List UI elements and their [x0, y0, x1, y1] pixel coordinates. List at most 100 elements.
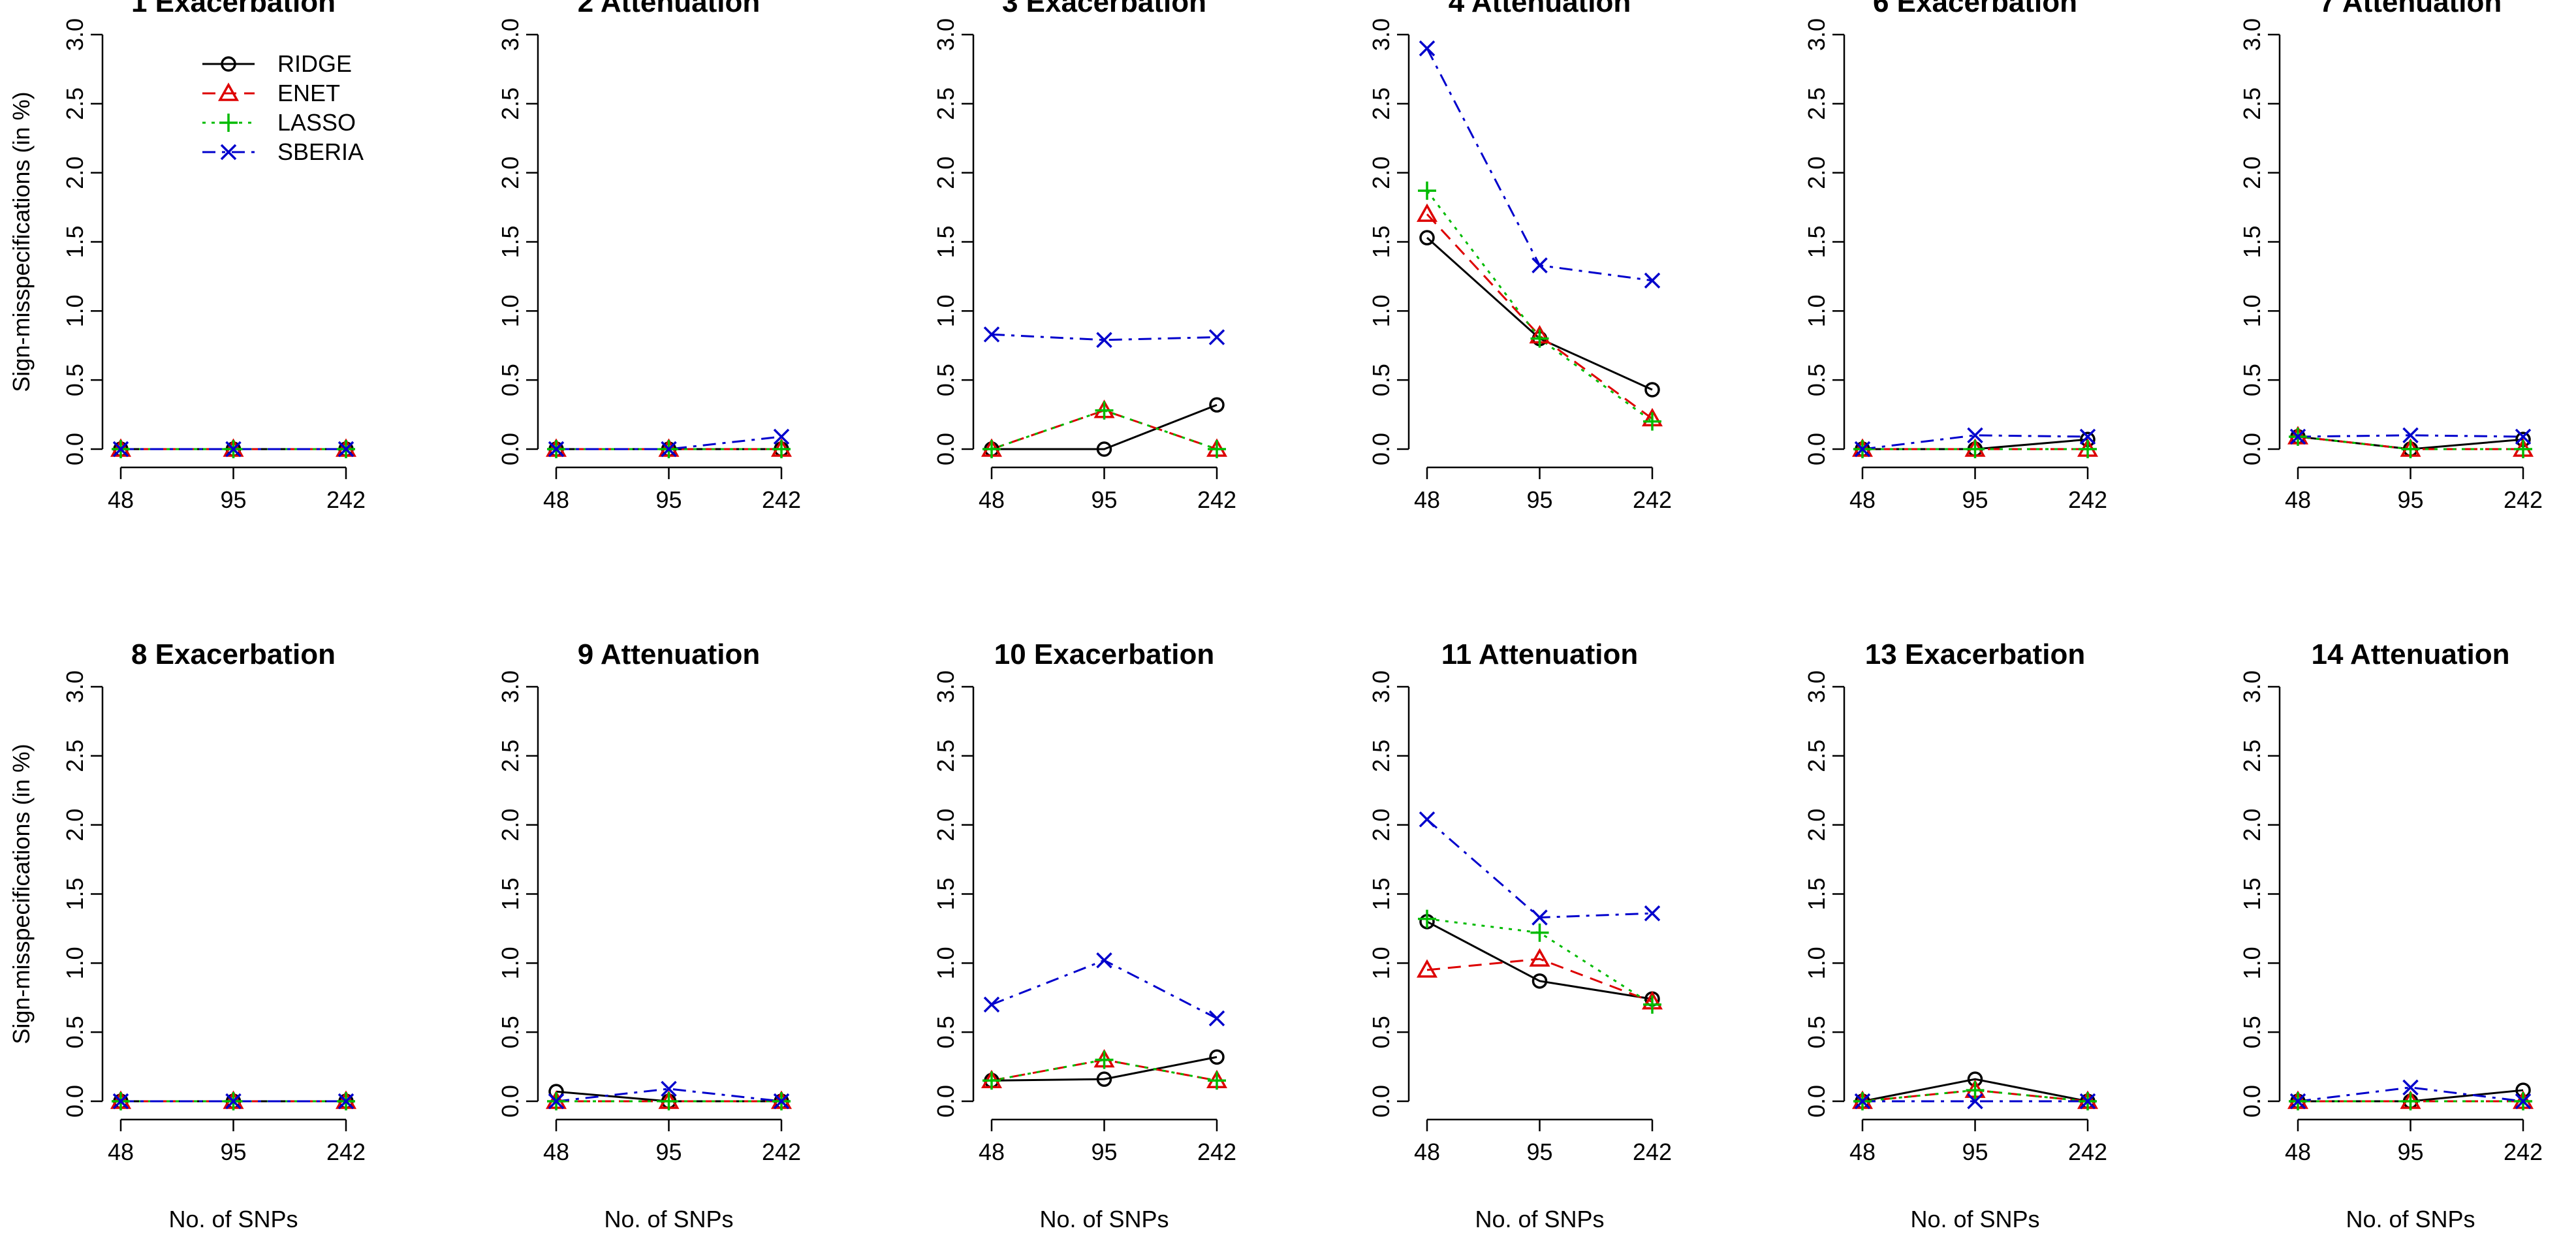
point-lasso	[1643, 995, 1661, 1014]
y-tick-label: 3.0	[932, 18, 959, 51]
y-tick-label: 1.5	[61, 225, 88, 258]
y-tick-label: 2.5	[1368, 87, 1394, 120]
point-sberia	[661, 441, 677, 458]
y-tick-label: 3.0	[1368, 18, 1394, 51]
y-tick-label: 2.5	[1803, 740, 1830, 772]
x-tick-label: 48	[543, 1138, 569, 1165]
series-line-ridge	[1426, 920, 1653, 1000]
x-tick-label: 48	[108, 486, 134, 513]
y-tick-label: 0.5	[61, 1016, 88, 1048]
y-tick-label: 0.5	[497, 1016, 524, 1048]
point-sberia	[112, 441, 129, 458]
series-line-enet	[1426, 958, 1653, 1003]
x-tick-label: 242	[762, 486, 801, 513]
point-sberia	[1208, 329, 1225, 345]
series-line-sberia	[2297, 1086, 2524, 1103]
series-line-sberia	[1426, 819, 1653, 919]
y-tick-label: 1.0	[2238, 294, 2265, 327]
point-sberia	[2289, 1093, 2306, 1110]
x-tick-label: 48	[1849, 1138, 1876, 1165]
series-line-ridge	[1426, 237, 1653, 391]
x-axis-label: No. of SNPs	[168, 1206, 298, 1232]
legend-marker-ridge	[221, 56, 236, 72]
point-sberia	[112, 1093, 129, 1110]
x-tick-label: 48	[1414, 1138, 1440, 1165]
legend-label-ridge: RIDGE	[277, 50, 352, 77]
y-tick-label: 0.0	[932, 433, 959, 465]
panel-11-attenuation: 11 Attenuation 0.0 0.5 1.0 1.5 2.0 2.5 3.0 48 95 2…	[1368, 638, 1672, 1232]
y-tick-label: 1.5	[1803, 877, 1830, 910]
panel-2-attenuation: 2 Attenuation 0.0 0.5 1.0 1.5 2.0 2.5 3.0 48 95 24…	[497, 0, 801, 513]
y-tick-label: 1.5	[2238, 225, 2265, 258]
y-tick-label: 2.0	[2238, 809, 2265, 841]
y-tick-label: 0.5	[932, 364, 959, 396]
y-tick-label: 2.5	[932, 87, 959, 120]
panel-title: 8 Exacerbation	[131, 638, 336, 670]
point-lasso	[1418, 181, 1436, 200]
series-line-sberia	[1862, 434, 2088, 450]
y-tick-label: 0.5	[497, 364, 524, 396]
series-line-ridge	[1862, 1078, 2088, 1103]
y-tick-label: 2.5	[2238, 87, 2265, 120]
point-sberia	[1644, 272, 1661, 289]
y-tick-label: 3.0	[497, 670, 524, 703]
point-lasso	[982, 1071, 1001, 1090]
series-line-lasso	[1426, 918, 1653, 1006]
series-line-lasso	[1426, 190, 1653, 422]
panel-title: 13 Exacerbation	[1865, 638, 2086, 670]
series-line-enet	[1426, 213, 1653, 420]
x-tick-label: 48	[1849, 486, 1876, 513]
point-lasso	[1095, 401, 1114, 420]
series-line-enet	[991, 409, 1217, 450]
y-tick-label: 1.0	[1368, 294, 1394, 327]
x-tick-label: 95	[1091, 486, 1117, 513]
y-tick-label: 1.5	[497, 877, 524, 910]
panel-title: 10 Exacerbation	[994, 638, 1215, 670]
y-tick-label: 1.5	[1803, 225, 1830, 258]
y-tick-label: 0.0	[497, 433, 524, 465]
series-line-sberia	[991, 959, 1217, 1020]
panel-4-attenuation: 4 Attenuation 0.0 0.5 1.0 1.5 2.0 2.5 3.0 48 95 24…	[1368, 0, 1672, 513]
point-sberia	[773, 428, 790, 445]
x-tick-label: 95	[2397, 486, 2423, 513]
panel-1-exacerbation: 1 Exacerbation 0.0 0.5 1.0 1.5 2.0 2.5 3.0 48 95 2…	[8, 0, 366, 513]
point-sberia	[1531, 909, 1548, 926]
point-lasso	[1208, 440, 1226, 458]
series-line-sberia	[556, 1088, 782, 1103]
x-tick-label: 242	[326, 486, 366, 513]
point-lasso	[2401, 440, 2420, 458]
x-tick-label: 48	[979, 486, 1005, 513]
point-sberia	[1419, 811, 1436, 828]
point-ridge	[1096, 1071, 1112, 1087]
y-tick-label: 0.0	[932, 1085, 959, 1118]
point-sberia	[773, 1093, 790, 1110]
y-tick-label: 0.5	[932, 1016, 959, 1048]
x-tick-label: 48	[2285, 486, 2311, 513]
panel-title: 9 Attenuation	[578, 638, 760, 670]
point-lasso	[1208, 1071, 1226, 1090]
point-lasso	[772, 440, 791, 458]
point-ridge	[1209, 397, 1225, 413]
x-tick-label: 95	[1526, 1138, 1552, 1165]
point-sberia	[1096, 952, 1112, 969]
y-tick-label: 2.5	[2238, 740, 2265, 772]
x-tick-label: 48	[979, 1138, 1005, 1165]
x-tick-label: 95	[2397, 1138, 2423, 1165]
panel-title: 7 Attenuation	[2319, 0, 2502, 18]
point-sberia	[548, 441, 565, 458]
x-axis-label: No. of SNPs	[2346, 1206, 2475, 1232]
y-tick-label: 3.0	[61, 670, 88, 703]
point-lasso	[1966, 440, 1985, 458]
point-sberia	[983, 996, 1000, 1013]
y-tick-label: 3.0	[1803, 18, 1830, 51]
y-tick-label: 3.0	[497, 18, 524, 51]
panel-title: 6 Exacerbation	[1873, 0, 2077, 18]
point-enet	[1417, 203, 1437, 222]
y-tick-label: 2.0	[61, 157, 88, 189]
legend-marker-lasso	[219, 114, 238, 132]
y-tick-label: 0.5	[61, 364, 88, 396]
x-tick-label: 242	[326, 1138, 366, 1165]
point-sberia	[338, 1093, 354, 1110]
x-tick-label: 242	[1633, 486, 1672, 513]
x-tick-label: 95	[655, 1138, 682, 1165]
